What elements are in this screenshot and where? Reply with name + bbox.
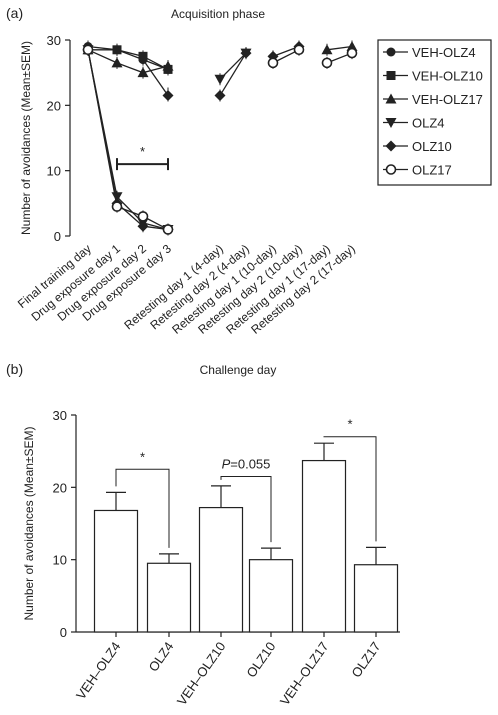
legend-marker xyxy=(385,140,397,152)
panel-b-comparison-bracket xyxy=(115,468,170,548)
legend-marker xyxy=(385,118,397,128)
panel-b-label: (b) xyxy=(6,361,23,377)
panel-b-bar xyxy=(248,559,294,633)
legend-entry-label: OLZ10 xyxy=(412,139,452,154)
panel-b-x-tick-label: OLZ4 xyxy=(146,639,177,674)
panel-a-data-point xyxy=(293,44,305,56)
panel-a-title: Acquisition phase xyxy=(171,7,265,21)
legend-entry-label: VEH-OLZ10 xyxy=(412,69,483,84)
legend-entry-label: OLZ17 xyxy=(412,163,452,178)
legend-entry-label: OLZ4 xyxy=(412,116,445,131)
panel-b-bar xyxy=(146,562,192,633)
panel-a-data-point xyxy=(321,44,333,55)
panel-a-series-line xyxy=(87,49,169,231)
panel-a-data-point xyxy=(111,201,123,212)
panel-a-data-point xyxy=(321,57,333,69)
legend-marker xyxy=(386,71,396,80)
panel-a-series-line xyxy=(326,45,353,51)
panel-b-x-tick-label: OLZ17 xyxy=(348,639,383,680)
panel-a-data-point xyxy=(346,47,358,59)
panel-a-legend: VEH-OLZ4 VEH-OLZ10 VEH-OLZ17 OLZ4 OLZ10 OLZ17 xyxy=(377,39,492,186)
panel-a-data-point xyxy=(162,90,174,102)
panel-b-bar xyxy=(301,459,347,633)
panel-a-y-tick-label: 20 xyxy=(47,98,61,113)
panel-a-legend-box xyxy=(377,39,492,186)
panel-b-x-tick-label: VEH–OLZ17 xyxy=(277,639,332,708)
panel-a-data-point xyxy=(346,41,358,52)
panel-a-data-point xyxy=(137,220,149,232)
panel-b-comparison-bracket xyxy=(323,436,377,542)
panel-a-data-point xyxy=(82,44,94,56)
panel-a-significance-label: * xyxy=(140,144,145,159)
panel-a-y-tick-label: 0 xyxy=(54,229,61,244)
panel-b-comparison-label: * xyxy=(140,449,145,464)
panel-a-data-point xyxy=(137,67,149,78)
panel-a-data-point xyxy=(214,90,226,102)
panel-b-x-tick-label: VEH–OLZ10 xyxy=(174,639,229,708)
panel-a-series-line xyxy=(87,45,169,71)
panel-a-data-point xyxy=(111,57,123,68)
panel-a-data-point xyxy=(267,57,279,69)
panel-a-data-point xyxy=(162,60,174,71)
panel-a-y-tick-label: 30 xyxy=(47,33,61,48)
panel-b-x-tick-label: VEH–OLZ4 xyxy=(73,639,123,702)
panel-a-data-point xyxy=(214,74,226,85)
panel-b-comparison-label: * xyxy=(347,417,352,432)
panel-a-series-line xyxy=(88,49,169,70)
panel-b-bar xyxy=(353,564,399,633)
legend-entry-label: VEH-OLZ4 xyxy=(412,45,476,60)
panel-a-series-line xyxy=(87,49,169,74)
panel-a-y-tick-label: 10 xyxy=(47,164,61,179)
panel-a-data-point xyxy=(240,47,252,59)
legend-marker xyxy=(385,164,397,175)
panel-a-data-point xyxy=(162,224,174,235)
panel-a-series-line xyxy=(87,49,169,231)
panel-a-series-line xyxy=(142,59,169,96)
panel-a-data-point xyxy=(112,45,122,55)
panel-b-bar xyxy=(198,506,244,633)
panel-b-title: Challenge day xyxy=(200,363,277,377)
panel-a-data-point xyxy=(137,211,149,222)
panel-a-data-point xyxy=(138,51,148,61)
panel-b-y-tick-label: 10 xyxy=(53,553,67,568)
panel-b-ylabel: Number of avoidances (Mean±SEM) xyxy=(22,426,36,620)
panel-a-series-line xyxy=(219,52,247,96)
panel-b-comparison-bracket xyxy=(220,475,272,543)
panel-a-series-line xyxy=(87,49,169,231)
legend-entry-label: VEH-OLZ17 xyxy=(412,92,483,107)
panel-b-x-tick-label: OLZ10 xyxy=(243,639,278,680)
panel-b-y-tick-label: 20 xyxy=(53,480,67,495)
legend-marker xyxy=(385,93,397,104)
panel-b-y-tick-label: 0 xyxy=(60,625,67,640)
panel-b-y-tick-label: 30 xyxy=(53,408,67,423)
legend-marker xyxy=(386,47,396,57)
panel-b-bar xyxy=(93,509,139,633)
panel-a-label: (a) xyxy=(6,5,23,21)
panel-b-comparison-label: P=0.055 xyxy=(222,456,271,471)
panel-a-ylabel: Number of avoidances (Mean±SEM) xyxy=(19,41,33,235)
